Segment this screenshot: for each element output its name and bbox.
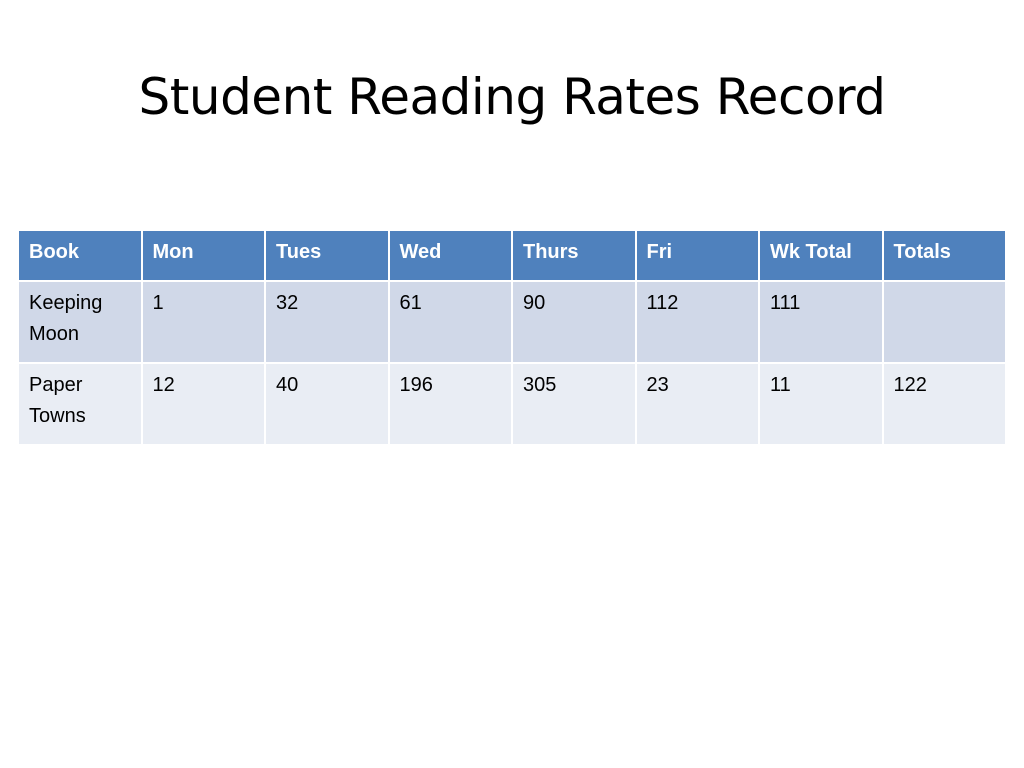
header-totals: Totals: [881, 229, 1007, 282]
book-cell: Keeping Moon: [17, 280, 143, 364]
tues-cell: 32: [264, 280, 390, 364]
header-fri: Fri: [634, 229, 760, 282]
header-mon: Mon: [140, 229, 266, 282]
table-row: Keeping Moon 1 32 61 90 112 111: [17, 280, 1007, 364]
header-book: Book: [17, 229, 143, 282]
mon-cell: 1: [140, 280, 266, 364]
tues-cell: 40: [264, 362, 390, 446]
wk-total-cell: 111: [758, 280, 884, 364]
book-title-line: Towns: [29, 405, 86, 427]
slide-title: Student Reading Rates Record: [138, 68, 886, 126]
header-thurs: Thurs: [511, 229, 637, 282]
book-title-line: Moon: [29, 323, 80, 345]
header-tues: Tues: [264, 229, 390, 282]
reading-rates-table: Book Mon Tues Wed Thurs Fri Wk Total Tot…: [17, 229, 1007, 446]
mon-cell: 12: [140, 362, 266, 446]
totals-cell: [881, 280, 1007, 364]
header-wed: Wed: [387, 229, 513, 282]
wed-cell: 196: [387, 362, 513, 446]
book-cell: Paper Towns: [17, 362, 143, 446]
table-row: Paper Towns 12 40 196 305 23 11 122: [17, 362, 1007, 446]
table-header-row: Book Mon Tues Wed Thurs Fri Wk Total Tot…: [17, 229, 1007, 282]
wed-cell: 61: [387, 280, 513, 364]
header-wk-total: Wk Total: [758, 229, 884, 282]
thurs-cell: 90: [511, 280, 637, 364]
fri-cell: 112: [634, 280, 760, 364]
fri-cell: 23: [634, 362, 760, 446]
wk-total-cell: 11: [758, 362, 884, 446]
totals-cell: 122: [881, 362, 1007, 446]
thurs-cell: 305: [511, 362, 637, 446]
book-title-line: Keeping: [29, 292, 103, 314]
book-title-line: Paper: [29, 374, 83, 396]
